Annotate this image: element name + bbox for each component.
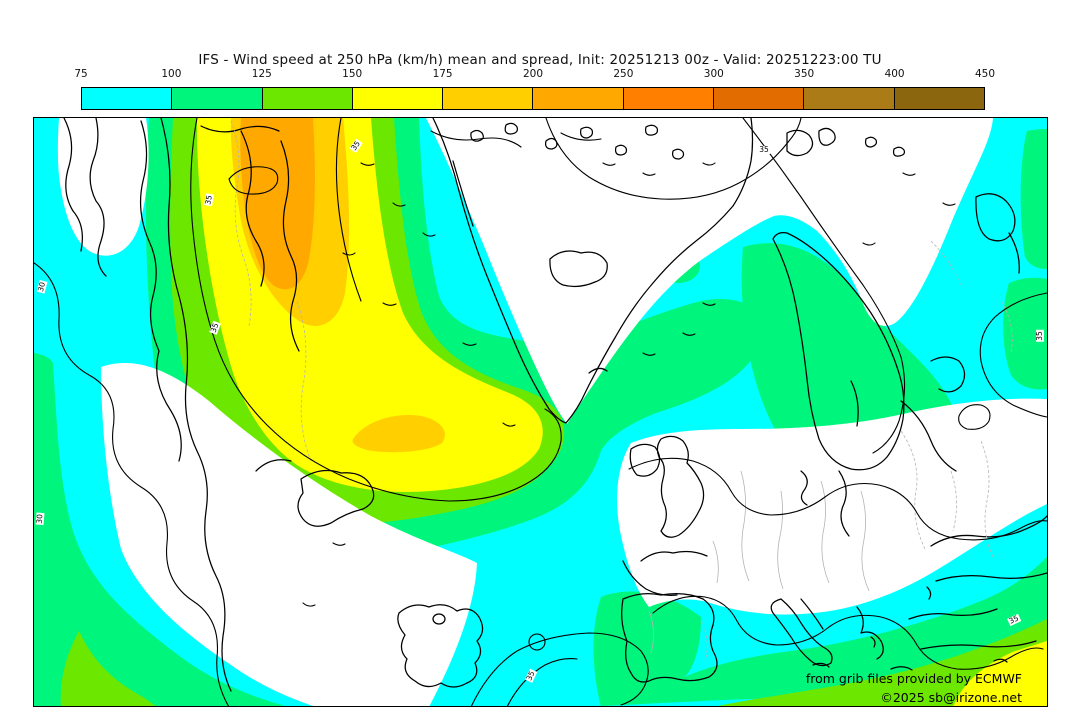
legend-color-segment xyxy=(623,88,715,109)
legend-color-segment xyxy=(352,88,444,109)
legend-tick-label: 150 xyxy=(342,68,363,80)
attribution-line1: from grib files provided by ECMWF xyxy=(805,671,1022,686)
legend-color-segment xyxy=(804,88,895,109)
legend-tick-label: 450 xyxy=(974,68,996,80)
legend-color-segment xyxy=(262,88,353,109)
legend-color-segment xyxy=(714,88,805,109)
legend-color-segment xyxy=(894,88,984,109)
legend-tick-label: 75 xyxy=(74,68,88,80)
legend-tick-labels: 75 100 125 150 175 200 250 300 350 400 450 xyxy=(0,68,1080,82)
legend-tick-label: 300 xyxy=(703,68,724,80)
spread-contour-label: 35 xyxy=(758,145,770,154)
legend-color-segment xyxy=(172,88,263,109)
legend-tick-label: 200 xyxy=(522,68,544,80)
spread-contour-label: 35 xyxy=(1035,330,1044,342)
attribution-line2: ©2025 sb@irizone.net xyxy=(880,690,1022,705)
fill-white-holes xyxy=(57,118,1047,706)
legend-colorbar xyxy=(81,87,985,110)
legend-tick-label: 250 xyxy=(613,68,634,80)
spread-contour-label: 30 xyxy=(34,512,45,526)
legend-tick-label: 100 xyxy=(161,68,182,80)
legend-tick-label: 125 xyxy=(251,68,272,80)
legend-tick-label: 400 xyxy=(884,68,905,80)
legend-color-segment xyxy=(533,88,624,109)
map-frame xyxy=(33,117,1048,707)
legend-tick-label: 350 xyxy=(794,68,815,80)
country-borders xyxy=(230,120,1013,662)
legend-color-segment xyxy=(443,88,534,109)
legend-tick-label: 175 xyxy=(432,68,453,80)
spread-contours xyxy=(34,118,1047,706)
page-title: IFS - Wind speed at 250 hPa (km/h) mean … xyxy=(198,52,882,68)
map-canvas xyxy=(34,118,1047,706)
legend-color-segment xyxy=(82,88,173,109)
